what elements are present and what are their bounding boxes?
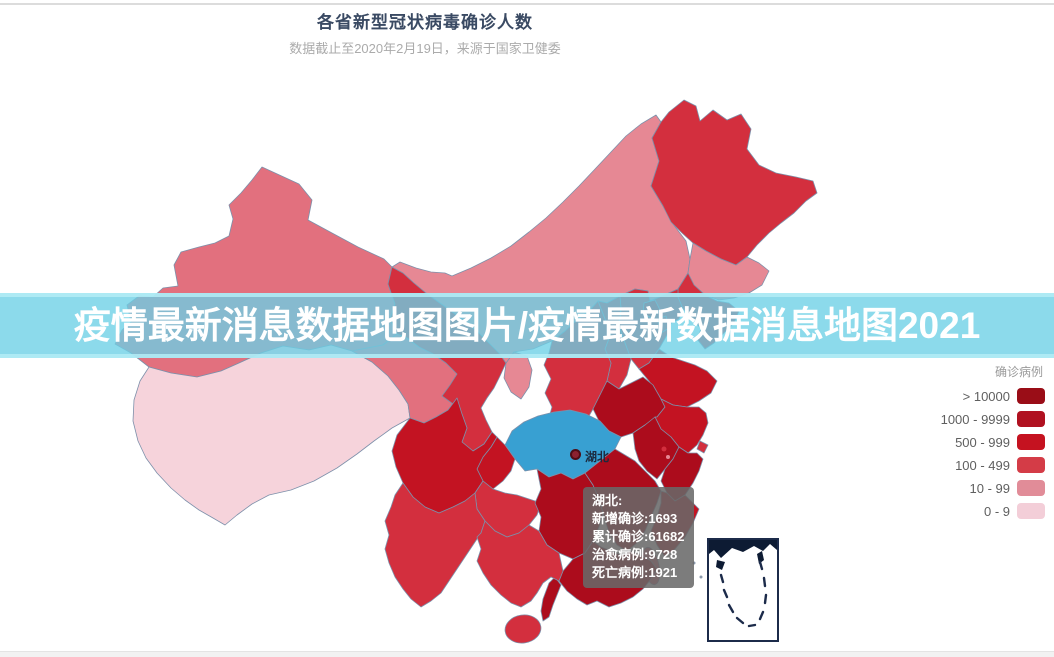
legend-swatch: [1017, 411, 1045, 427]
province-anhui[interactable]: [632, 416, 680, 480]
legend-swatch: [1017, 480, 1045, 496]
top-divider: [0, 3, 1054, 5]
banner-overlay: 疫情最新消息数据地图图片/疫情最新数据消息地图2021: [0, 293, 1054, 358]
inset-taiwan: [757, 551, 764, 564]
tooltip-line-death: 死亡病例:1921: [592, 565, 678, 580]
legend-item-label: 100 - 499: [955, 457, 1010, 473]
legend-item-label: 1000 - 9999: [940, 411, 1010, 427]
south-china-sea-inset: [707, 538, 779, 642]
page-subtitle: 数据截止至2020年2月19日，来源于国家卫健委: [289, 41, 561, 56]
banner-text: 疫情最新消息数据地图图片/疫情最新数据消息地图2021: [73, 305, 981, 346]
legend-item[interactable]: 10 - 99: [941, 480, 1045, 496]
tooltip: 湖北: 新增确诊:1693 累计确诊:61682 治愈病例:9728 死亡病例:…: [583, 487, 695, 588]
bottom-strip: [0, 651, 1054, 657]
legend-swatch: [1017, 434, 1045, 450]
legend-item[interactable]: 500 - 999: [941, 434, 1045, 450]
legend: 确诊病例 > 10000 1000 - 9999 500 - 999 100 -…: [941, 363, 1045, 526]
legend-item-label: 500 - 999: [955, 434, 1010, 450]
legend-item-label: 0 - 9: [983, 503, 1010, 519]
legend-item[interactable]: 1000 - 9999: [941, 411, 1045, 427]
legend-item-label: > 10000: [962, 388, 1010, 404]
province-guangdong-leizhou[interactable]: [540, 576, 562, 622]
legend-item[interactable]: > 10000: [941, 388, 1045, 404]
legend-title: 确诊病例: [994, 365, 1043, 379]
tooltip-line-total: 累计确诊:61682: [592, 529, 685, 544]
hubei-label: 湖北: [585, 450, 610, 464]
tooltip-line-cured: 治愈病例:9728: [592, 547, 678, 562]
tooltip-title: 湖北:: [592, 493, 623, 508]
tooltip-line-new: 新增确诊:1693: [592, 511, 678, 526]
province-heilongjiang[interactable]: [650, 99, 818, 266]
legend-item[interactable]: 0 - 9: [941, 503, 1045, 519]
inset-coastline: [709, 540, 777, 558]
hubei-marker-dot: [570, 449, 581, 460]
legend-swatch: [1017, 457, 1045, 473]
islet-dot: [661, 446, 667, 452]
province-hainan[interactable]: [503, 613, 543, 646]
page-title: 各省新型冠状病毒确诊人数: [317, 13, 533, 32]
islet-dot: [666, 455, 670, 459]
islet-dot: [699, 575, 703, 579]
inset-nine-dash-line: [719, 560, 768, 628]
legend-swatch: [1017, 388, 1045, 404]
legend-swatch: [1017, 503, 1045, 519]
province-jiangsu[interactable]: [654, 398, 709, 454]
legend-item-label: 10 - 99: [969, 480, 1010, 496]
province-guangxi[interactable]: [476, 520, 564, 608]
legend-item[interactable]: 100 - 499: [941, 457, 1045, 473]
province-yunnan[interactable]: [384, 482, 486, 608]
province-shanghai[interactable]: [696, 440, 709, 454]
inset-hainan: [716, 560, 725, 570]
